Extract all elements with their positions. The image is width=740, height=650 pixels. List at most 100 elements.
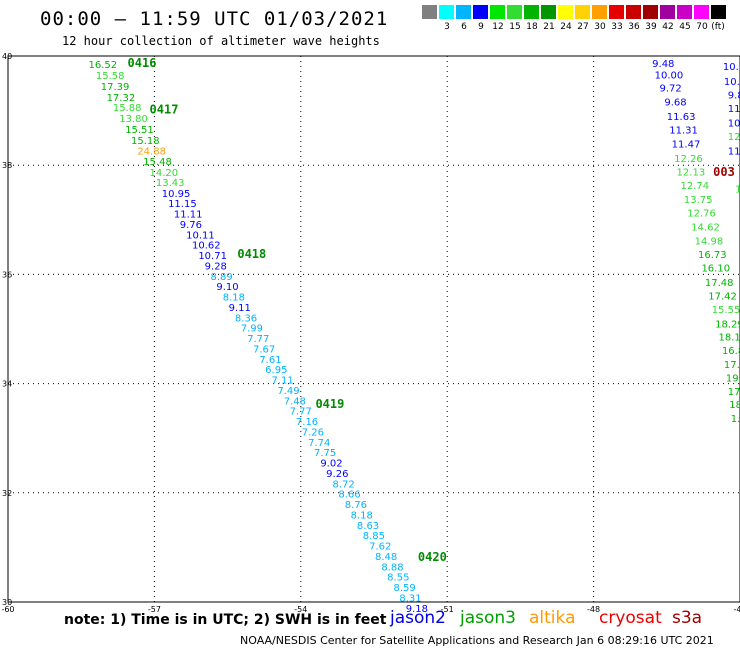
swh-value-label: 10.95: [162, 189, 191, 200]
swh-value-label: 14.98: [695, 236, 724, 247]
swh-value-label: 17.32: [107, 93, 136, 104]
legend-swatch: [490, 5, 505, 19]
satellite-label-altika: altika: [529, 608, 576, 628]
swh-value-label: 7.99: [241, 324, 263, 335]
legend-label: 18: [526, 22, 538, 32]
pass-time-label: 003: [713, 165, 735, 179]
lon-tick-label: -48: [587, 605, 600, 614]
swh-value-label: 17.39: [101, 82, 130, 93]
swh-value-label: 10.4: [724, 77, 740, 88]
swh-value-label: 7.75: [314, 448, 336, 459]
swh-value-label: 10: [728, 118, 740, 129]
swh-value-label: 6.95: [265, 365, 287, 376]
legend-swatch: [711, 5, 726, 19]
page-title: 00:00 – 11:59 UTC 01/03/2021: [40, 8, 389, 30]
swh-value-label: 15.55: [712, 305, 740, 316]
swh-value-label: 10.00: [655, 70, 684, 81]
swh-value-label: 18: [729, 400, 740, 411]
satellite-label-jason2: jason2: [390, 608, 446, 628]
swh-value-label: 7.62: [369, 542, 391, 553]
swh-value-label: 12.74: [680, 181, 709, 192]
legend-swatch: [524, 5, 539, 19]
swh-value-label: 8.85: [363, 531, 385, 542]
lat-tick-label: 40: [2, 52, 12, 61]
satellite-label-s3a: s3a: [672, 608, 703, 628]
legend-swatch: [575, 5, 590, 19]
swh-value-label: 19.: [726, 373, 740, 384]
swh-value-label: 10.71: [198, 251, 227, 262]
swh-observations: 16.5215.5817.3917.3215.8813.8015.5115.18…: [89, 59, 740, 615]
lon-tick-label: -51: [441, 605, 454, 614]
units-note: note: 1) Time is in UTC; 2) SWH is in fe…: [64, 612, 387, 628]
map-frame: [7, 55, 740, 603]
pass-time-label: 0418: [237, 247, 266, 261]
swh-value-label: 12.13: [677, 168, 706, 179]
swh-value-label: 8.31: [399, 593, 421, 604]
legend-swatch: [456, 5, 471, 19]
swh-value-label: 17.42: [708, 292, 737, 303]
swh-value-label: 7.77: [247, 334, 269, 345]
swh-value-label: 1.: [735, 185, 740, 196]
lat-tick-label: 36: [2, 270, 12, 279]
legend-swatch: [677, 5, 692, 19]
legend-swatch: [541, 5, 556, 19]
swh-value-label: 17.7: [724, 360, 740, 371]
swh-value-label: 8.66: [338, 490, 360, 501]
legend-swatch: [507, 5, 522, 19]
legend-label: 15: [509, 22, 521, 32]
lat-tick-label: 30: [2, 598, 12, 607]
lat-tick-label: 38: [2, 161, 12, 170]
swh-value-label: 11.63: [667, 112, 696, 123]
legend-label: 36: [628, 22, 640, 32]
legend-label: 42: [662, 22, 674, 32]
legend-label: 33: [611, 22, 623, 32]
swh-value-label: 8.59: [394, 583, 416, 594]
legend-label: 27: [577, 22, 589, 32]
swh-value-label: 17.48: [705, 278, 734, 289]
lon-tick-label: -60: [1, 605, 14, 614]
swh-value-label: 15.58: [96, 71, 125, 82]
swh-value-label: 7.16: [296, 417, 318, 428]
swh-value-label: 9.18: [406, 604, 428, 615]
footer-credit: NOAA/NESDIS Center for Satellite Applica…: [240, 634, 714, 647]
swh-value-label: 12: [728, 132, 740, 143]
map-tick-labels: -60 -57 -54 -51 -48 -45 40 38 36 34 32 30: [1, 52, 740, 614]
swh-value-label: 9.10: [216, 282, 238, 293]
swh-value-label: 9.28: [205, 261, 227, 272]
pass-time-label: 0417: [150, 102, 179, 116]
swh-value-label: 15.48: [143, 157, 172, 168]
swh-value-label: 8.89: [211, 272, 233, 283]
swh-value-label: 8.36: [235, 313, 257, 324]
legend-label: 3: [444, 22, 450, 32]
satellite-label-cryosat: cryosat: [599, 608, 662, 628]
legend-swatch: [626, 5, 641, 19]
swh-value-label: 7.77: [290, 407, 312, 418]
swh-value-label: 11.15: [168, 199, 197, 210]
swh-value-label: 7.48: [284, 396, 306, 407]
legend-swatch: [694, 5, 709, 19]
legend-swatch: [609, 5, 624, 19]
swh-value-label: 7.67: [253, 344, 275, 355]
swh-value-label: 7.26: [302, 427, 324, 438]
swh-value-label: 10.62: [192, 241, 221, 252]
swh-value-label: 15.51: [125, 125, 154, 136]
swh-value-label: 9.02: [320, 459, 342, 470]
legend-swatch: [558, 5, 573, 19]
lon-tick-label: -54: [294, 605, 307, 614]
legend-swatch: [473, 5, 488, 19]
legend-label: 70: [696, 22, 708, 32]
swh-value-label: 9.68: [664, 98, 686, 109]
swh-value-label: 8.18: [351, 510, 373, 521]
swh-value-label: 1.: [731, 414, 740, 425]
swh-value-label: 11: [728, 146, 740, 157]
lon-tick-label: -45: [733, 605, 740, 614]
swh-value-label: 10.11: [186, 230, 215, 241]
swh-value-label: 7.74: [308, 438, 330, 449]
swh-value-label: 13.80: [119, 114, 148, 125]
pass-time-label: 0416: [128, 56, 157, 70]
legend-swatch: [422, 5, 437, 19]
swh-value-label: 24.88: [137, 146, 166, 157]
lat-tick-label: 32: [2, 489, 12, 498]
swh-value-label: 16.52: [89, 60, 118, 71]
